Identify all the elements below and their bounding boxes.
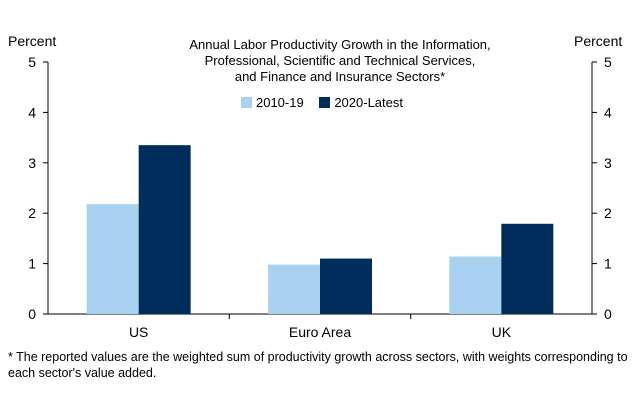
legend: 2010-19 2020-Latest — [0, 95, 644, 110]
legend-label-2020-latest: 2020-Latest — [334, 95, 403, 110]
legend-item-2020-latest: 2020-Latest — [319, 95, 403, 110]
bar-euro-area-2020-latest — [320, 258, 372, 314]
y-tick-label-right: 1 — [604, 256, 612, 272]
y-axis-label-left: Percent — [8, 33, 57, 49]
tick-labels: 0 0 1 1 2 2 3 3 4 4 5 5 US Euro Area UK — [28, 54, 612, 340]
x-tick-label: Euro Area — [289, 324, 351, 340]
bar-us-2010-19 — [86, 204, 139, 314]
y-tick-label-left: 5 — [28, 54, 36, 70]
legend-swatch-2020-latest — [319, 97, 331, 108]
y-tick-label-right: 3 — [604, 155, 612, 171]
legend-label-2010-19: 2010-19 — [255, 95, 304, 110]
x-tick-label: UK — [492, 324, 512, 340]
y-tick-label-right: 4 — [604, 104, 612, 120]
y-tick-label-left: 1 — [28, 256, 36, 272]
x-tick-label: US — [129, 324, 148, 340]
legend-swatch-2010-19 — [240, 97, 252, 108]
chart-title-line-2: Professional, Scientific and Technical S… — [204, 53, 476, 68]
chart-title-line-3: and Finance and Insurance Sectors* — [234, 69, 446, 84]
chart-title: Annual Labor Productivity Growth in the … — [140, 37, 540, 85]
bar-uk-2010-19 — [449, 256, 502, 314]
bar-uk-2020-latest — [501, 223, 554, 314]
y-tick-label-left: 4 — [28, 104, 36, 120]
bar-euro-area-2010-19 — [268, 264, 320, 314]
chart-title-line-1: Annual Labor Productivity Growth in the … — [189, 37, 491, 52]
footnote: * The reported values are the weighted s… — [8, 350, 628, 380]
y-tick-label-left: 2 — [28, 205, 36, 221]
y-tick-label-right: 5 — [604, 54, 612, 70]
legend-item-2010-19: 2010-19 — [240, 95, 304, 110]
y-axis-label-right: Percent — [574, 33, 623, 49]
bars — [86, 145, 554, 314]
y-tick-label-right: 2 — [604, 205, 612, 221]
y-tick-label-left: 3 — [28, 155, 36, 171]
bar-us-2020-latest — [138, 145, 191, 314]
y-tick-label-left: 0 — [28, 306, 36, 322]
y-tick-label-right: 0 — [604, 306, 612, 322]
